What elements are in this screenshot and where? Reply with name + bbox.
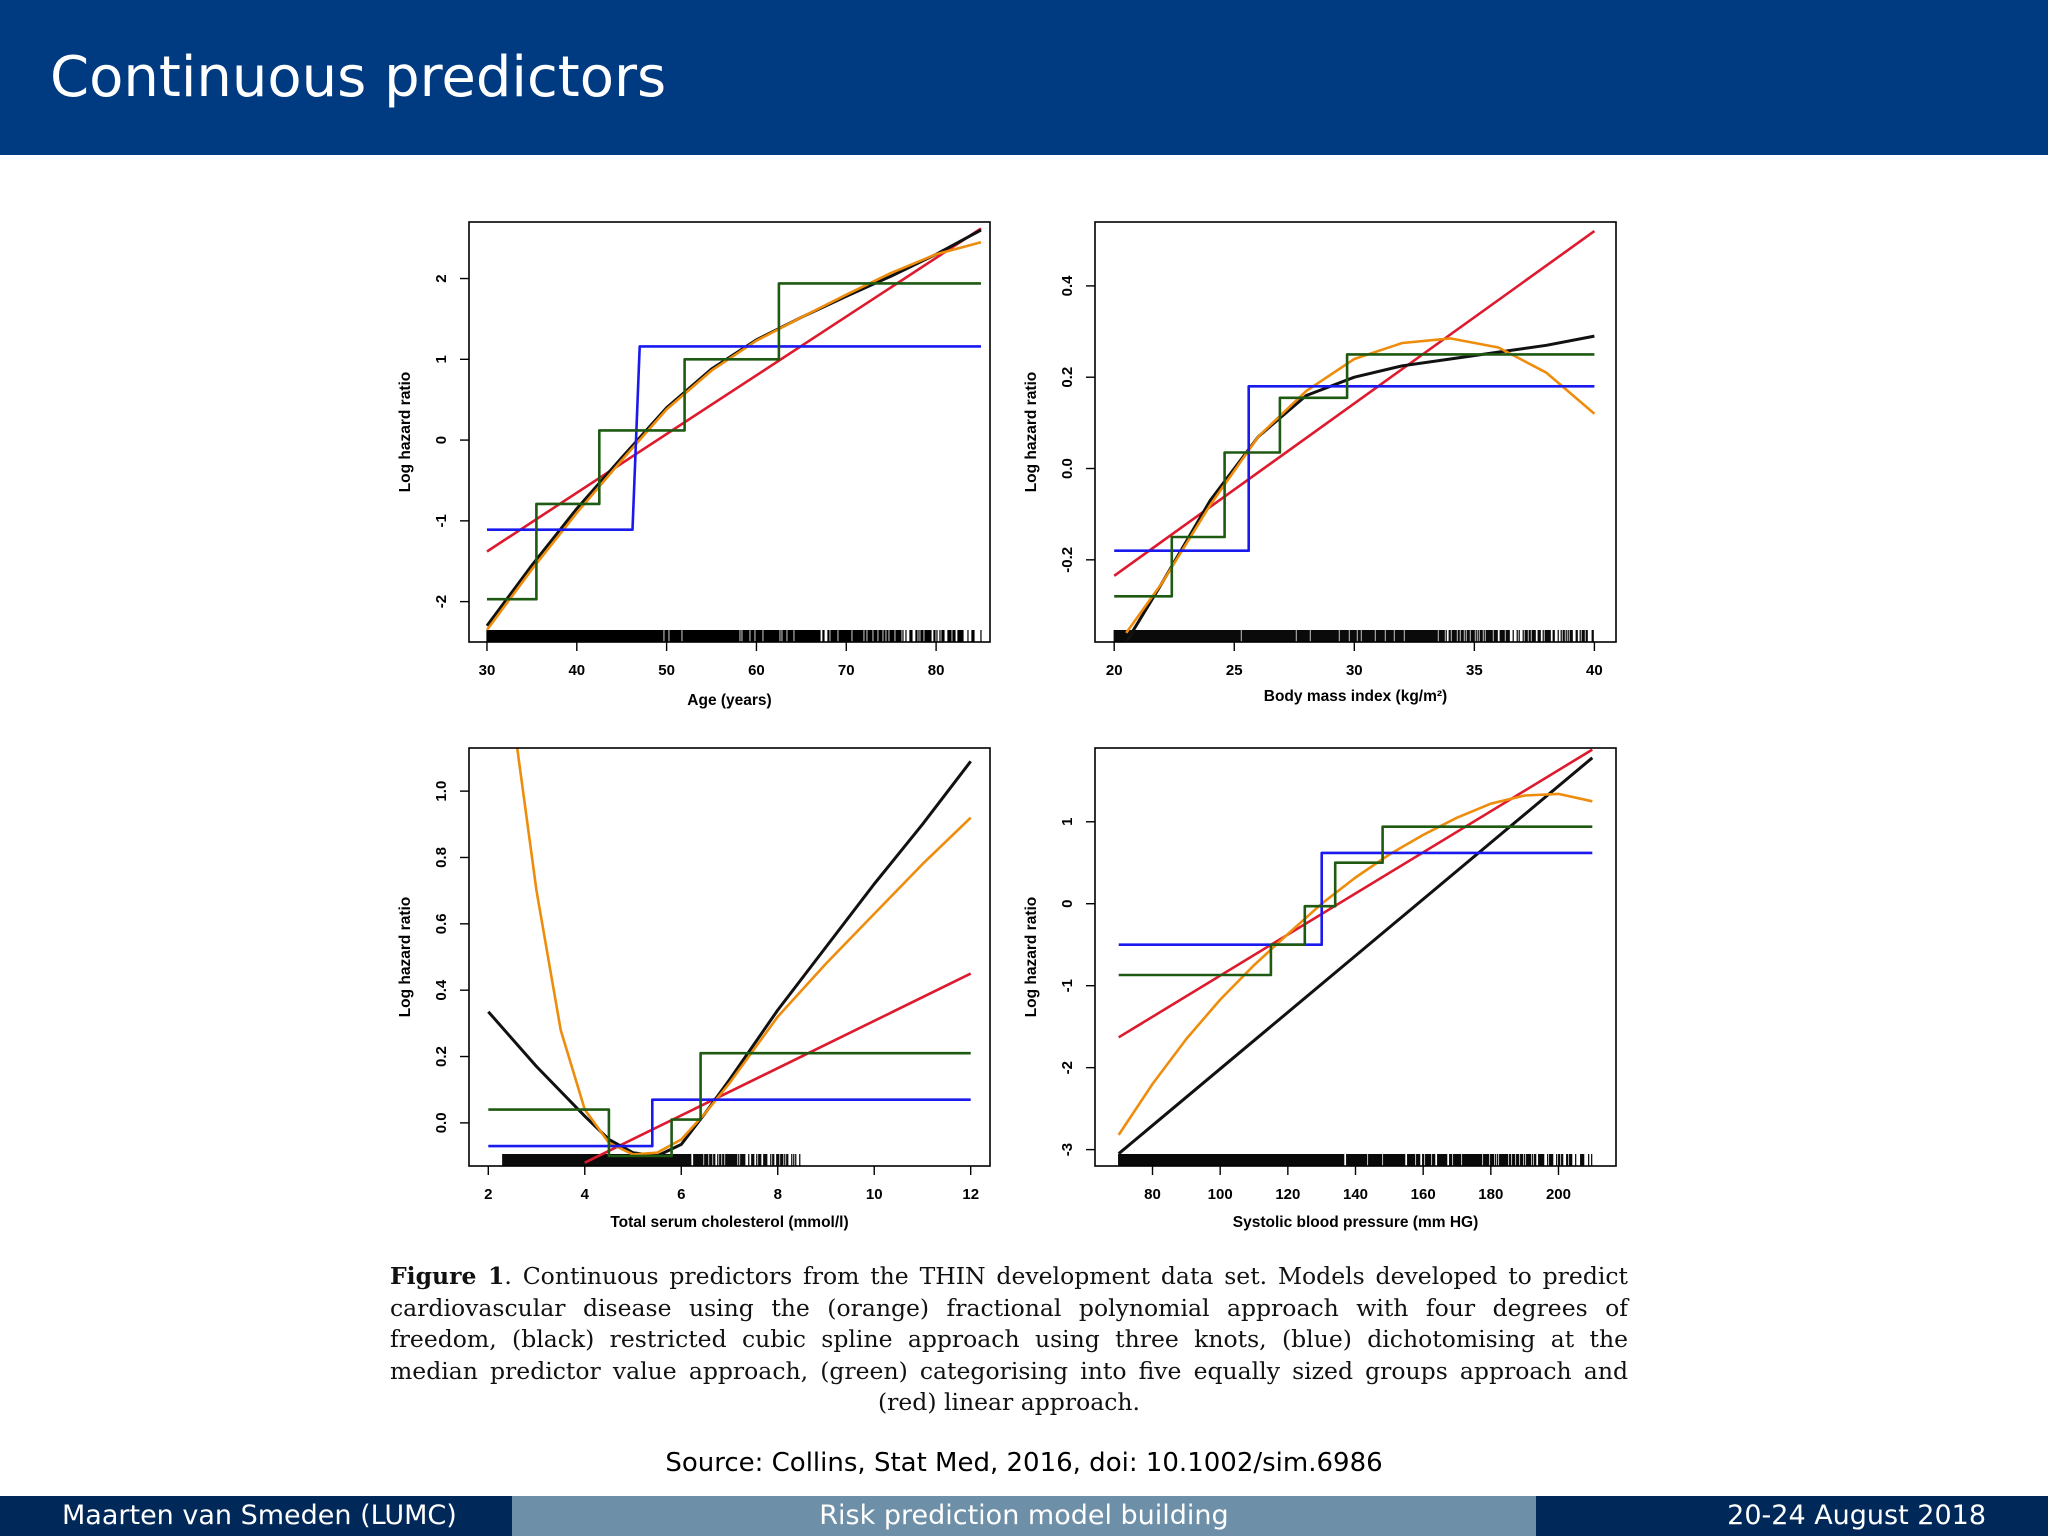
y-tick-label: 2	[433, 274, 450, 282]
figure-caption-label: Figure 1	[390, 1262, 505, 1290]
chart-panel-1: 30 40 50 60 70 80 -2 -1 0 1 2 Age (years) Log hazard…	[397, 221, 991, 709]
x-tick-label: 140	[1343, 1186, 1368, 1203]
x-tick-label: 30	[479, 662, 496, 679]
series-fp	[485, 240, 982, 631]
plot-frame	[468, 747, 991, 1167]
data-rug	[1113, 630, 1594, 642]
y-axis-label: Log hazard ratio	[397, 897, 414, 1018]
y-tick-label: 1	[433, 355, 450, 363]
y-tick-label: -0.2	[1059, 547, 1076, 573]
x-tick-label: 6	[677, 1186, 685, 1203]
footer-talk-title: Risk prediction model building	[512, 1496, 1536, 1536]
y-tick-label: -3	[1059, 1143, 1076, 1156]
series-dichotomised	[1114, 384, 1595, 553]
y-axis-label: Log hazard ratio	[397, 372, 414, 493]
x-tick-label: 40	[1586, 662, 1603, 679]
series-categorised	[488, 1051, 971, 1158]
x-tick-label: 120	[1275, 1186, 1300, 1203]
series-fp	[515, 748, 972, 1156]
series-categorised	[487, 282, 981, 601]
series-linear	[1118, 748, 1593, 1039]
source-citation: Source: Collins, Stat Med, 2016, doi: 10…	[665, 1448, 1383, 1478]
x-tick-label: 100	[1208, 1186, 1233, 1203]
x-axis-label: Age (years)	[687, 692, 771, 709]
x-tick-label: 20	[1106, 662, 1123, 679]
series-dichotomised	[488, 1098, 971, 1148]
y-axis-label: Log hazard ratio	[1023, 897, 1040, 1018]
data-rug	[486, 630, 982, 642]
y-tick-label: -2	[433, 595, 450, 608]
x-tick-label: 40	[568, 662, 585, 679]
x-axis-label: Body mass index (kg/m²)	[1264, 688, 1447, 705]
series-spline	[485, 228, 982, 627]
y-tick-label: 0.0	[433, 1112, 450, 1133]
figure-caption: Figure 1. Continuous predictors from the…	[390, 1261, 1628, 1419]
series-categorised	[1118, 825, 1593, 977]
series-dichotomised	[1118, 851, 1593, 947]
figure-caption-text: . Continuous predictors from the THIN de…	[390, 1262, 1628, 1416]
y-tick-label: 0.4	[433, 979, 450, 1001]
x-tick-label: 70	[838, 662, 855, 679]
series-fp	[1125, 337, 1596, 634]
x-tick-label: 60	[748, 662, 765, 679]
series-spline	[487, 760, 972, 1158]
x-tick-label: 180	[1478, 1186, 1503, 1203]
x-tick-label: 80	[1144, 1186, 1161, 1203]
x-tick-label: 10	[866, 1186, 883, 1203]
x-tick-label: 35	[1466, 662, 1483, 679]
x-tick-label: 50	[658, 662, 675, 679]
chart-panel-4: 80 100 120 140 160 180 200 -3 -2 -1 0 1 Systolic blo…	[1023, 747, 1617, 1231]
x-tick-label: 160	[1411, 1186, 1436, 1203]
x-axis-label: Total serum cholesterol (mmol/l)	[610, 1214, 848, 1231]
series-fp	[1117, 792, 1593, 1136]
x-tick-label: 25	[1226, 662, 1243, 679]
chart-panel-2: 20 25 30 35 40 -0.2 0.0 0.2 0.4 Body mass index (…	[1023, 221, 1617, 705]
y-tick-label: 0.8	[433, 847, 450, 868]
x-tick-label: 4	[581, 1186, 590, 1203]
x-axis-label: Systolic blood pressure (mm HG)	[1233, 1214, 1478, 1231]
y-tick-label: 0.4	[1059, 275, 1076, 297]
y-tick-label: 0.6	[433, 913, 450, 934]
x-tick-label: 12	[962, 1186, 979, 1203]
slide-title: Continuous predictors	[50, 45, 667, 110]
y-tick-label: 0	[433, 436, 450, 444]
series-linear	[584, 972, 972, 1164]
series-linear	[1113, 230, 1596, 577]
y-tick-label: 0.2	[433, 1046, 450, 1067]
x-tick-label: 200	[1546, 1186, 1571, 1203]
footer-date: 20-24 August 2018	[1536, 1496, 2048, 1536]
x-tick-label: 8	[774, 1186, 782, 1203]
plot-frame	[468, 221, 991, 643]
x-tick-label: 30	[1346, 662, 1363, 679]
y-tick-label: -2	[1059, 1061, 1076, 1074]
y-axis-label: Log hazard ratio	[1023, 372, 1040, 493]
y-tick-label: 1.0	[433, 781, 450, 802]
slide-header: Continuous predictors	[0, 0, 2048, 155]
x-tick-label: 2	[484, 1186, 492, 1203]
y-tick-label: 1	[1059, 818, 1076, 826]
footer-author: Maarten van Smeden (LUMC)	[0, 1496, 512, 1536]
plot-frame	[1094, 221, 1617, 643]
chart-panel-3: 2 4 6 8 10 12 0.0 0.2 0.4 0.6 0.8 1.0 Total serum ch…	[397, 747, 991, 1231]
data-rug	[1118, 1154, 1593, 1166]
series-spline	[1117, 756, 1594, 1155]
series-spline	[1124, 334, 1595, 642]
y-tick-label: 0	[1059, 900, 1076, 908]
series-dichotomised	[487, 345, 981, 532]
series-categorised	[1114, 353, 1595, 598]
y-tick-label: 0.2	[1059, 367, 1076, 388]
y-tick-label: -1	[433, 514, 450, 527]
y-tick-label: 0.0	[1059, 458, 1076, 479]
slide-footer: Maarten van Smeden (LUMC) Risk predictio…	[0, 1496, 2048, 1536]
x-tick-label: 80	[928, 662, 945, 679]
y-tick-label: -1	[1059, 979, 1076, 992]
